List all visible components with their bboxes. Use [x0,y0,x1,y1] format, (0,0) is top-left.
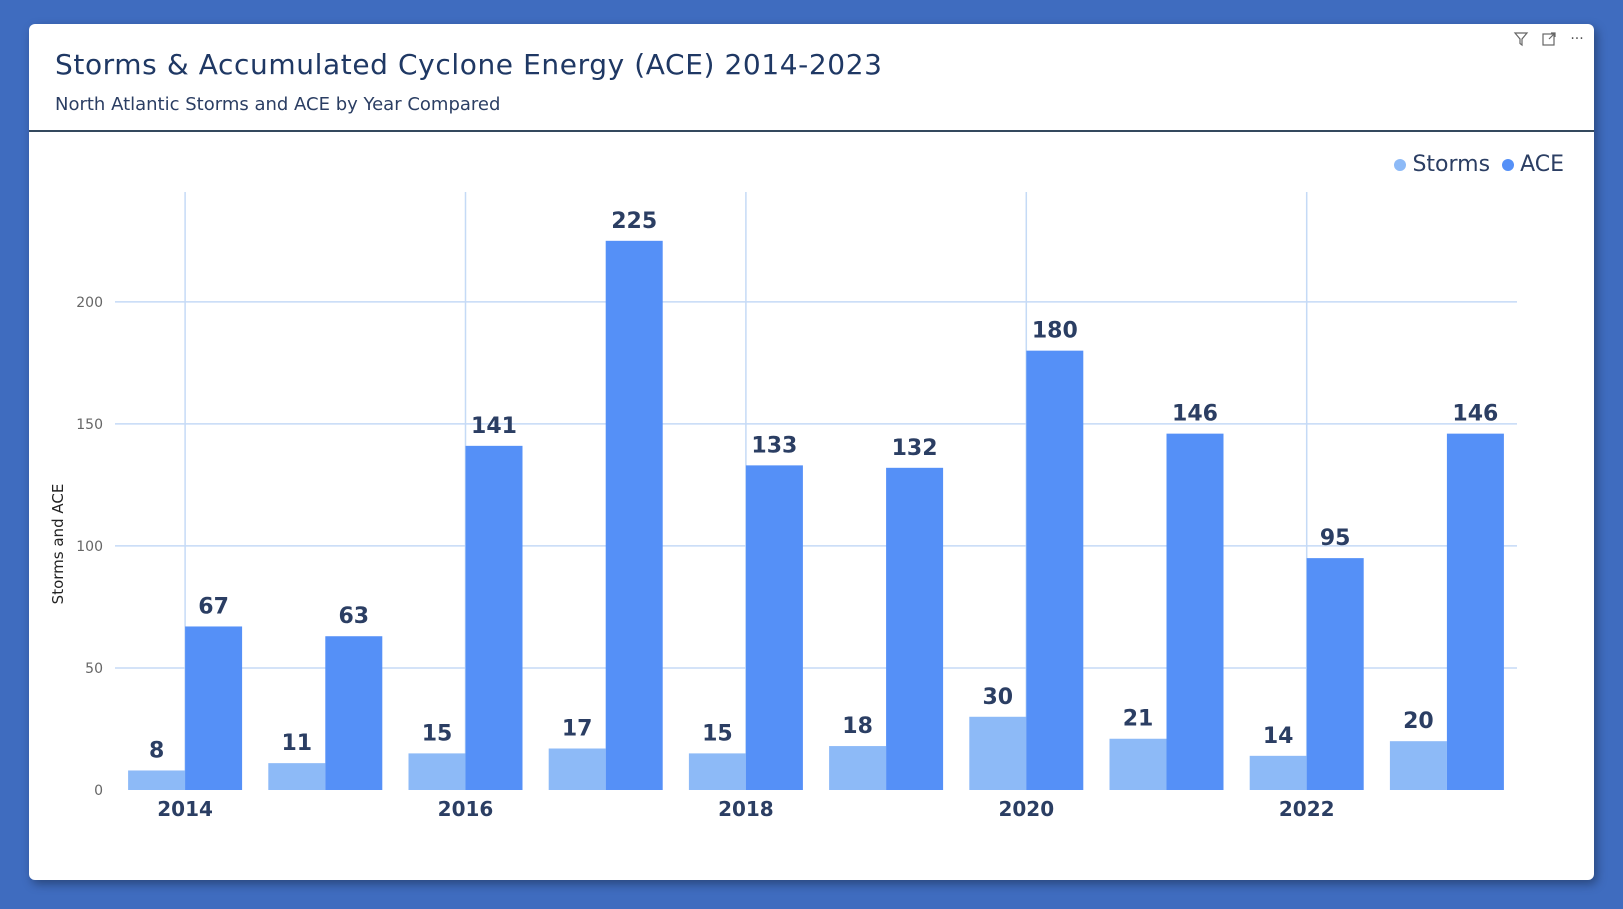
bar-ace-2019 [886,467,944,790]
bar-storms-2014 [128,770,186,790]
bar-ace-2022 [1306,558,1364,790]
bar-ace-2015 [325,636,383,790]
data-label-storms-2021: 21 [1123,707,1154,732]
data-label-storms-2017: 17 [562,717,593,742]
chart-title: Storms & Accumulated Cyclone Energy (ACE… [55,48,883,81]
data-label-ace-2020: 180 [1032,319,1078,344]
bar-storms-2019 [829,746,887,790]
bar-storms-2022 [1249,755,1307,790]
y-tick-label: 100 [76,539,103,555]
data-label-storms-2015: 11 [281,731,312,756]
data-label-ace-2019: 132 [892,436,938,461]
data-label-storms-2022: 14 [1263,724,1294,749]
data-label-ace-2017: 225 [611,209,657,234]
legend-label-ace: ACE [1520,152,1564,177]
y-tick-label: 0 [94,783,103,799]
chart-legend: Storms ACE [1394,152,1564,177]
bar-storms-2018 [688,753,746,790]
focus-mode-icon[interactable] [1540,30,1558,48]
x-tick-label: 2022 [1279,797,1335,821]
bar-ace-2016 [465,445,523,790]
y-tick-label: 200 [76,295,103,311]
bar-ace-2023 [1446,433,1504,790]
bar-storms-2016 [408,753,466,790]
data-label-storms-2020: 30 [982,685,1013,710]
visual-card: ··· Storms & Accumulated Cyclone Energy … [29,24,1594,880]
x-tick-label: 2014 [157,797,213,821]
legend-item-storms[interactable]: Storms [1394,152,1490,177]
bar-storms-2020 [969,716,1027,790]
bar-storms-2015 [268,763,326,790]
x-tick-label: 2016 [438,797,494,821]
bar-chart: 0501001502008672014116315141201617225151… [76,192,1517,821]
data-label-storms-2014: 8 [149,738,164,763]
bar-storms-2023 [1389,741,1447,790]
bar-ace-2020 [1026,350,1084,790]
legend-item-ace[interactable]: ACE [1502,152,1564,177]
data-label-storms-2018: 15 [702,721,733,746]
x-tick-label: 2018 [718,797,774,821]
legend-marker-storms [1394,158,1407,171]
legend-marker-ace [1502,158,1515,171]
bar-ace-2021 [1166,433,1224,790]
data-label-ace-2015: 63 [338,604,369,629]
x-tick-label: 2020 [998,797,1054,821]
bar-ace-2018 [745,465,803,790]
bar-ace-2014 [185,626,243,790]
data-label-ace-2018: 133 [751,433,797,458]
bar-storms-2021 [1109,738,1167,790]
filter-icon[interactable] [1512,30,1530,48]
data-label-ace-2023: 146 [1452,402,1498,427]
legend-label-storms: Storms [1412,152,1491,177]
data-label-ace-2014: 67 [198,594,229,619]
data-label-ace-2016: 141 [471,414,517,439]
visual-header-icons: ··· [1512,30,1586,48]
y-tick-label: 150 [76,417,103,433]
data-label-storms-2016: 15 [422,721,453,746]
more-options-icon[interactable]: ··· [1570,31,1584,47]
data-label-ace-2022: 95 [1320,526,1351,551]
data-label-storms-2023: 20 [1403,709,1434,734]
data-label-storms-2019: 18 [842,714,873,739]
bar-ace-2017 [605,240,663,790]
header-divider [29,130,1594,132]
bar-storms-2017 [548,748,606,790]
data-label-ace-2021: 146 [1172,402,1218,427]
chart-subtitle: North Atlantic Storms and ACE by Year Co… [55,94,501,115]
y-tick-label: 50 [85,661,103,677]
